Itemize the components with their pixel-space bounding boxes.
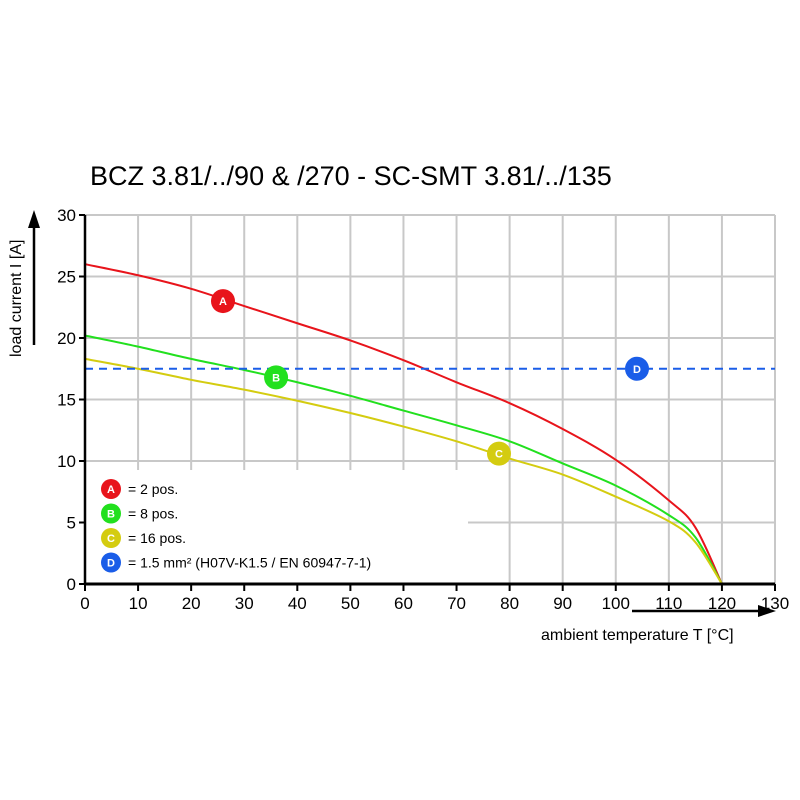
chart-title: BCZ 3.81/../90 & /270 - SC-SMT 3.81/../1… [90, 161, 612, 191]
legend-entry-B: = 8 pos. [128, 506, 178, 522]
x-tick-label: 70 [447, 594, 466, 613]
x-tick-label: 120 [708, 594, 736, 613]
legend-swatch-B [101, 503, 121, 524]
legend-swatch-label: A [107, 484, 115, 496]
x-tick-label: 40 [288, 594, 307, 613]
legend-swatch-A [101, 479, 121, 499]
x-axis-label: ambient temperature T [°C] [541, 627, 734, 644]
y-axis-label: load current I [A] [8, 240, 25, 357]
y-tick-label: 5 [67, 514, 76, 533]
legend: A = 2 pos. B = 8 pos. C = 16 pos. D = 1.5 mm² (… [101, 479, 371, 573]
legend-swatch-label: B [107, 509, 115, 521]
legend-swatch-C [101, 528, 121, 548]
series-marker-label: A [219, 296, 227, 308]
y-axis-arrow [28, 210, 40, 345]
x-tick-label: 0 [80, 594, 89, 613]
x-axis-arrow [632, 605, 776, 617]
series-line-C [84, 357, 723, 585]
legend-entry-C: = 16 pos. [128, 530, 186, 546]
x-tick-label: 80 [500, 594, 519, 613]
series-marker-D [625, 356, 649, 381]
x-tick-label: 10 [129, 594, 148, 613]
x-tick-label: 90 [553, 594, 572, 613]
series-marker-B [264, 365, 289, 390]
series-markers: A B C D [211, 289, 649, 466]
series-layer [84, 263, 775, 585]
x-tick-label: 130 [761, 594, 789, 613]
x-tick-label: 60 [394, 594, 413, 613]
legend-background [86, 470, 468, 583]
series-marker-label: C [495, 449, 503, 461]
series-line-A [84, 263, 723, 585]
series-marker-label: B [272, 372, 280, 384]
y-tick-label: 25 [57, 268, 76, 287]
y-tick-label: 20 [57, 329, 76, 348]
legend-swatch-label: D [107, 558, 115, 570]
series-line-B [84, 334, 723, 585]
legend-entry-A: = 2 pos. [128, 481, 178, 497]
x-tick-label: 100 [602, 594, 630, 613]
legend-swatch-D [101, 552, 121, 573]
y-tick-label: 0 [67, 575, 76, 594]
y-tick-label: 30 [57, 206, 76, 225]
x-tick-label: 110 [655, 594, 682, 613]
legend-entry-D: = 1.5 mm² (H07V-K1.5 / EN 60947-7-1) [128, 555, 371, 571]
x-tick-label: 20 [182, 594, 201, 613]
legend-swatch-label: C [107, 533, 115, 545]
series-marker-A [211, 289, 235, 314]
series-marker-label: D [633, 364, 641, 376]
series-marker-C [487, 441, 511, 466]
tick-labels: 0 10 20 30 40 50 60 70 80 90 100 110 120 130 0 5 10 15 20 2… [57, 206, 789, 613]
axes [79, 214, 776, 591]
x-tick-label: 30 [235, 594, 254, 613]
y-tick-label: 10 [57, 452, 76, 471]
y-tick-label: 15 [57, 391, 76, 410]
x-tick-label: 50 [341, 594, 360, 613]
